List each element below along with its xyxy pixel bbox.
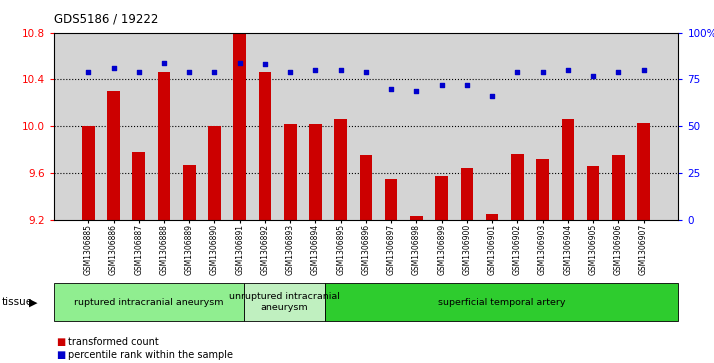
Text: unruptured intracranial
aneurysm: unruptured intracranial aneurysm <box>229 293 340 312</box>
Bar <box>183 165 196 220</box>
Point <box>411 88 422 94</box>
Point <box>361 69 372 75</box>
Bar <box>284 124 296 220</box>
Point <box>159 60 170 65</box>
Bar <box>511 154 523 220</box>
Bar <box>461 168 473 220</box>
Point <box>613 69 624 75</box>
Text: ruptured intracranial aneurysm: ruptured intracranial aneurysm <box>74 298 223 307</box>
Point <box>310 67 321 73</box>
Bar <box>612 155 625 220</box>
Bar <box>233 33 246 220</box>
Bar <box>410 216 423 220</box>
Text: tissue: tissue <box>2 297 34 307</box>
Bar <box>334 119 347 220</box>
Point <box>537 69 548 75</box>
Point <box>284 69 296 75</box>
Point <box>108 65 119 71</box>
Bar <box>436 176 448 220</box>
Point <box>562 67 573 73</box>
Bar <box>107 91 120 220</box>
Bar <box>486 214 498 220</box>
Point <box>259 62 271 68</box>
Bar <box>158 72 171 220</box>
Bar <box>385 179 398 220</box>
Text: GDS5186 / 19222: GDS5186 / 19222 <box>54 13 158 26</box>
Text: ▶: ▶ <box>29 297 37 307</box>
Bar <box>309 124 322 220</box>
Point <box>208 69 220 75</box>
Bar <box>132 152 145 220</box>
Bar <box>258 72 271 220</box>
Point <box>486 93 498 99</box>
Point <box>588 73 599 78</box>
Bar <box>587 166 600 220</box>
Point <box>133 69 144 75</box>
Text: transformed count: transformed count <box>68 337 159 347</box>
Point <box>183 69 195 75</box>
Bar <box>561 119 574 220</box>
Bar <box>536 159 549 220</box>
Point <box>461 82 473 88</box>
Point <box>83 69 94 75</box>
Bar <box>638 123 650 220</box>
Text: superficial temporal artery: superficial temporal artery <box>438 298 565 307</box>
Text: ■: ■ <box>56 337 65 347</box>
Bar <box>208 126 221 220</box>
Text: percentile rank within the sample: percentile rank within the sample <box>68 350 233 360</box>
Text: ■: ■ <box>56 350 65 360</box>
Point <box>436 82 448 88</box>
Point <box>638 67 649 73</box>
Point <box>335 67 346 73</box>
Point <box>386 86 397 92</box>
Point <box>512 69 523 75</box>
Bar <box>360 155 372 220</box>
Point <box>234 60 246 65</box>
Bar <box>82 126 94 220</box>
